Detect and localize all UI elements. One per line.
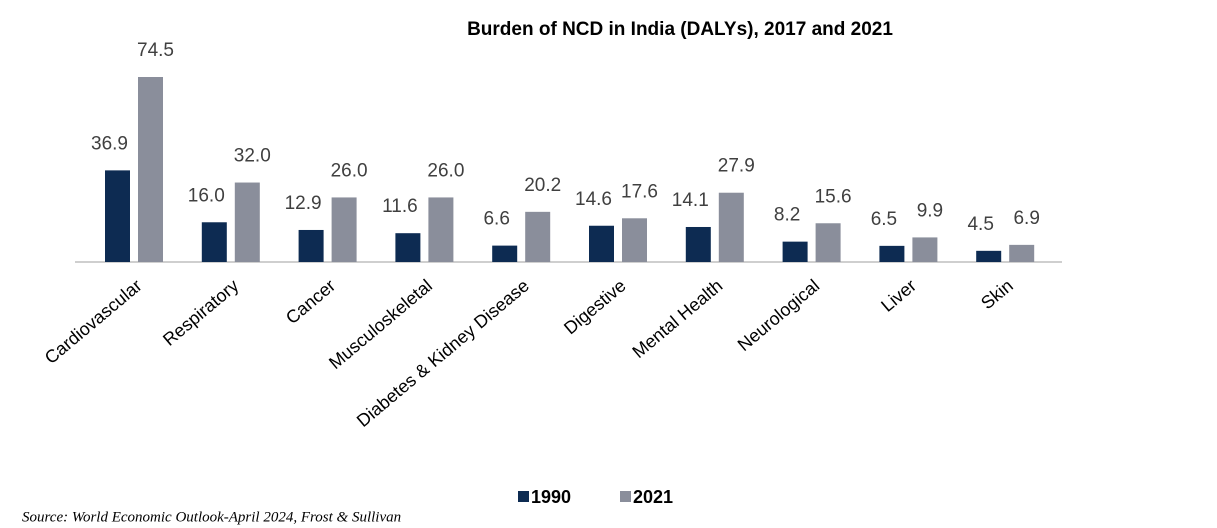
- bar: [685, 226, 711, 262]
- bar: [395, 233, 421, 262]
- x-tick-label: Skin: [977, 275, 1017, 313]
- value-label: 6.6: [483, 209, 509, 230]
- bar: [234, 182, 260, 262]
- x-tick-label: Neurological: [734, 275, 824, 355]
- bar: [428, 197, 454, 262]
- legend-swatch: [518, 491, 529, 502]
- x-tick-label: Cardiovascular: [41, 275, 146, 367]
- value-label: 20.2: [524, 175, 561, 196]
- value-label: 12.9: [285, 193, 322, 214]
- bar: [525, 211, 551, 262]
- value-label: 32.0: [234, 146, 271, 167]
- x-tick-label: Diabetes & Kidney Disease: [353, 275, 533, 431]
- bar: [879, 245, 905, 262]
- value-label: 15.6: [815, 186, 852, 207]
- x-tick-label: Cancer: [282, 275, 339, 328]
- value-label: 74.5: [137, 40, 174, 61]
- legend-swatch: [620, 491, 631, 502]
- value-label: 26.0: [331, 160, 368, 181]
- x-tick-label: Digestive: [560, 275, 630, 338]
- bar: [105, 170, 130, 262]
- value-label: 8.2: [774, 205, 800, 226]
- value-label: 4.5: [967, 214, 993, 235]
- bar: [331, 197, 357, 262]
- bar: [622, 218, 647, 262]
- bar: [298, 229, 324, 262]
- bar: [782, 241, 808, 262]
- bar: [201, 222, 227, 262]
- value-label: 16.0: [188, 185, 225, 206]
- value-label: 14.1: [672, 190, 709, 211]
- x-tick-label: Liver: [877, 275, 920, 315]
- bar: [718, 192, 744, 262]
- x-tick-label: Musculoskeletal: [325, 275, 436, 373]
- value-label: 6.5: [871, 209, 897, 230]
- chart-title: Burden of NCD in India (DALYs), 2017 and…: [467, 19, 893, 40]
- legend-label: 1990: [531, 487, 571, 507]
- bar: [976, 250, 1002, 262]
- legend-label: 2021: [633, 487, 673, 507]
- bar: [589, 225, 614, 262]
- bar: [492, 245, 518, 262]
- value-label: 14.6: [575, 189, 612, 210]
- value-label: 26.0: [427, 160, 464, 181]
- value-label: 6.9: [1013, 208, 1039, 229]
- source: Source: World Economic Outlook-April 202…: [22, 509, 401, 525]
- value-label: 17.6: [621, 181, 658, 202]
- bar: [138, 77, 163, 262]
- x-tick-label: Respiratory: [159, 275, 242, 349]
- x-tick-label: Mental Health: [628, 275, 726, 362]
- bar: [815, 223, 841, 262]
- value-label: 27.9: [718, 156, 755, 177]
- value-label: 11.6: [382, 196, 418, 217]
- bar: [1009, 244, 1035, 262]
- value-label: 36.9: [91, 133, 128, 154]
- value-label: 9.9: [917, 200, 943, 221]
- bar: [912, 237, 938, 262]
